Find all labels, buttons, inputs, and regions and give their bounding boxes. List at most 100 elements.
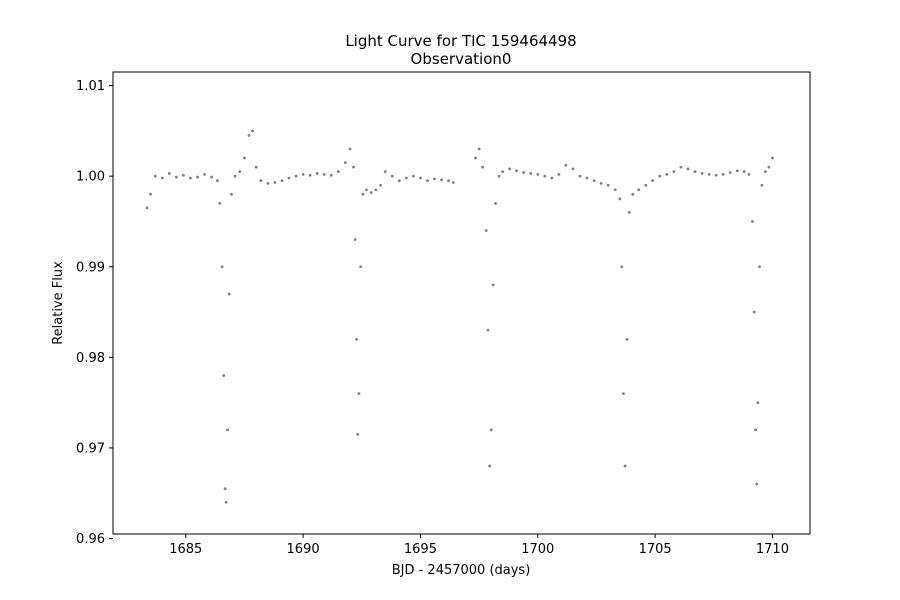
scatter-points [145,129,774,504]
data-point [426,179,429,183]
data-point [543,174,547,178]
data-point [651,179,655,183]
data-point [622,392,625,395]
data-point [182,173,185,177]
data-point [451,181,455,184]
data-point [644,183,648,187]
data-point [728,171,732,174]
data-point [174,175,178,179]
data-point [352,165,355,169]
data-point [266,182,270,185]
data-point [287,176,291,180]
data-point [771,156,774,160]
data-point [160,176,164,180]
data-point [494,201,497,205]
chart-title: Light Curve for TIC 159464498 [345,32,576,50]
data-point [433,177,436,181]
y-tick-label: 0.97 [76,441,105,456]
data-point [322,172,326,176]
data-point [536,172,540,176]
y-axis: 0.96 0.97 0.98 0.99 1.00 1.01 [76,79,113,547]
data-point [618,197,622,201]
data-point [623,464,627,468]
x-tick-label: 1690 [287,542,320,557]
data-point [707,172,711,176]
data-point [390,174,394,178]
data-point [481,165,485,169]
data-point [353,238,357,241]
data-point [742,170,746,174]
data-point [259,179,263,183]
data-point [356,432,360,436]
data-point [721,172,725,176]
data-point [747,172,751,176]
y-tick-label: 1.00 [76,170,105,185]
data-point [336,170,340,174]
data-point [411,174,415,178]
data-point [679,165,683,169]
y-tick-label: 0.99 [76,260,105,275]
data-point [243,156,246,160]
data-point [637,188,641,192]
data-point [613,188,617,192]
data-point [251,129,255,133]
data-point [714,173,718,177]
data-point [273,181,277,184]
data-point [203,172,206,176]
data-point [486,328,490,332]
data-point [440,178,443,182]
data-point [223,487,227,491]
data-point [751,220,754,223]
data-point [280,179,284,183]
data-point [522,171,526,174]
data-point [501,170,504,174]
data-point [222,374,226,377]
data-point [218,201,222,205]
data-point [508,167,512,171]
data-point [404,176,408,180]
data-point [301,172,305,176]
data-point [755,482,759,486]
data-point [606,183,610,187]
data-point [379,183,382,187]
data-point [348,147,352,151]
data-point [254,165,258,169]
data-point [491,283,495,287]
y-tick-label: 0.96 [76,532,105,547]
data-point [224,500,228,504]
data-point [564,163,568,167]
data-point [585,176,589,180]
data-point [189,176,192,180]
data-point [658,174,662,178]
data-point [419,176,422,180]
data-point [343,161,347,164]
data-point [735,169,739,173]
data-point [226,428,229,432]
data-point [474,156,477,160]
data-point [145,206,149,210]
data-point [497,174,501,178]
data-point [149,192,152,196]
data-point [196,175,199,179]
data-point [489,428,493,432]
data-point [227,292,231,296]
data-point [329,173,333,177]
data-point [355,337,358,341]
data-point [365,188,368,192]
data-point [153,174,157,178]
y-axis-label: Relative Flux [51,261,66,345]
data-point [756,401,760,405]
data-point [357,392,361,395]
data-point [627,211,631,214]
data-point [764,170,767,174]
data-point [631,192,635,196]
data-point [308,173,312,177]
data-point [216,179,219,183]
data-point [477,147,481,151]
data-point [693,170,697,174]
data-point [233,174,237,178]
data-point [557,172,561,176]
data-point [484,229,488,232]
data-point [571,167,575,171]
